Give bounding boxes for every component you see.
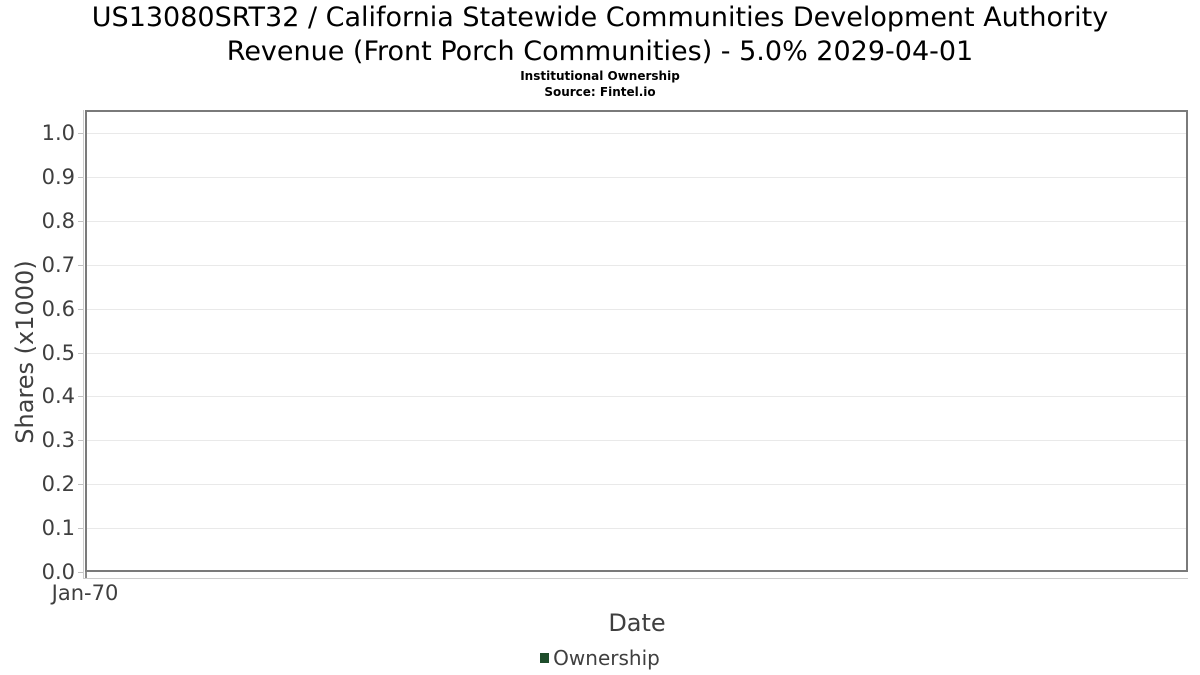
y-tick-label-0.8: 0.8 bbox=[41, 209, 75, 233]
x-axis-title: Date bbox=[608, 609, 666, 637]
chart-title-line1: US13080SRT32 / California Statewide Comm… bbox=[91, 2, 1109, 33]
plot-area bbox=[85, 110, 1188, 572]
chart-title-line2: Revenue (Front Porch Communities) - 5.0%… bbox=[226, 36, 974, 67]
y-axis-title: Shares (x1000) bbox=[11, 260, 39, 444]
legend-label: Ownership bbox=[553, 646, 660, 670]
y-tick-label-1.0: 1.0 bbox=[41, 121, 75, 145]
y-axis-line bbox=[83, 110, 84, 578]
legend-swatch-icon bbox=[540, 653, 550, 663]
x-tick-mark bbox=[85, 572, 87, 578]
chart-source-credit: Source: Fintel.io bbox=[544, 85, 656, 99]
y-tick-label-0.1: 0.1 bbox=[41, 516, 75, 540]
y-tick-label-0.2: 0.2 bbox=[41, 472, 75, 496]
x-axis-line bbox=[83, 578, 1188, 579]
legend-item-ownership[interactable]: Ownership bbox=[0, 646, 1200, 670]
y-tick-label-0.9: 0.9 bbox=[41, 165, 75, 189]
chart-subtitle: Institutional Ownership bbox=[520, 69, 680, 83]
x-tick-label: Jan-70 bbox=[51, 581, 119, 605]
